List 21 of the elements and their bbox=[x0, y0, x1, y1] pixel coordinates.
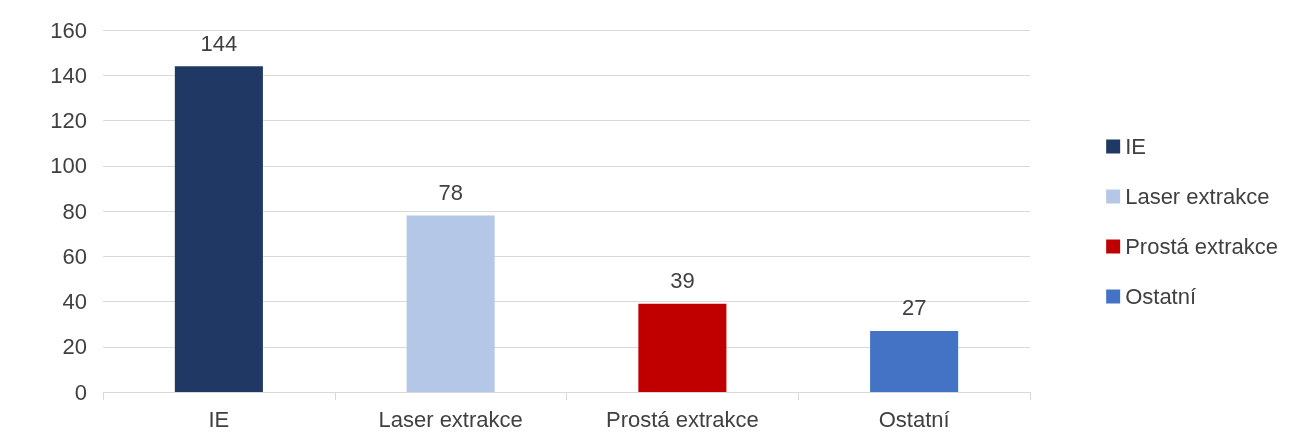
y-tick-label: 120 bbox=[50, 108, 87, 133]
legend-label: Laser extrakce bbox=[1125, 184, 1270, 209]
x-tick-label: IE bbox=[208, 406, 230, 432]
y-tick-label: 160 bbox=[50, 17, 87, 43]
y-tick-label: 100 bbox=[50, 153, 87, 179]
y-tick-label: 80 bbox=[62, 198, 87, 224]
x-tick-label: Prostá extrakce bbox=[605, 406, 759, 432]
legend-label: Ostatní bbox=[1125, 284, 1197, 309]
legend-label: Prostá extrakce bbox=[1125, 234, 1278, 259]
y-tick-label: 140 bbox=[50, 62, 87, 88]
data-label: 27 bbox=[901, 295, 927, 321]
y-tick-label: 0 bbox=[74, 379, 87, 405]
y-tick-label: 40 bbox=[62, 289, 87, 314]
data-label: 144 bbox=[200, 30, 238, 56]
legend-label: IE bbox=[1125, 134, 1146, 159]
x-tick-label: Laser extrakce bbox=[378, 406, 523, 432]
data-label: 39 bbox=[670, 268, 695, 294]
x-tick-label: Ostatní bbox=[878, 406, 950, 432]
data-label: 78 bbox=[438, 180, 463, 206]
y-tick-label: 20 bbox=[62, 334, 87, 360]
y-tick-label: 60 bbox=[62, 243, 87, 269]
